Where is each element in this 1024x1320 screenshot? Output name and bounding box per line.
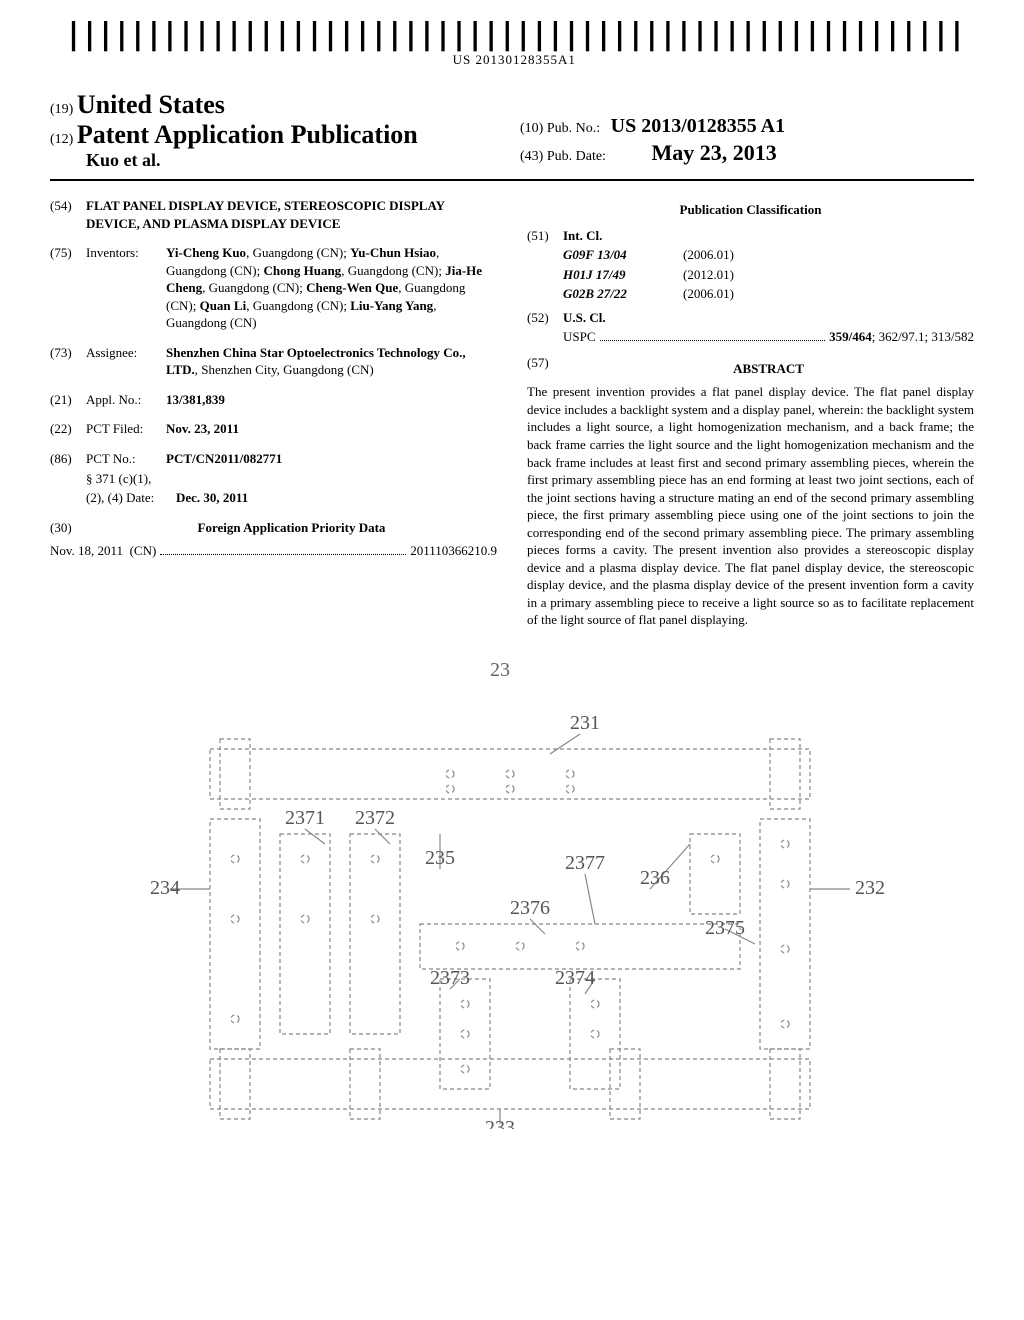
priority-date: Nov. 18, 2011 <box>50 542 123 560</box>
inventor-loc: Guangdong (CN) <box>209 280 300 295</box>
assignee-value: Shenzhen China Star Optoelectronics Tech… <box>166 344 497 379</box>
intcl-year: (2006.01) <box>683 246 734 264</box>
figure-svg: 231 232 233 234 235 236 2371 2372 2373 2… <box>150 689 910 1129</box>
dots-leader <box>160 544 406 555</box>
fig-label-2374: 2374 <box>555 967 595 989</box>
right-column: Publication Classification (51) Int. Cl.… <box>527 197 974 629</box>
applno-label: Appl. No.: <box>86 391 166 409</box>
pctfiled-num: (22) <box>50 420 86 438</box>
uscl-label: U.S. Cl. <box>563 309 974 327</box>
inventors-num: (75) <box>50 244 86 332</box>
pctfiled-label: PCT Filed: <box>86 420 166 438</box>
divider <box>50 179 974 181</box>
intcl-year: (2006.01) <box>683 285 734 303</box>
inventor-name: Yi-Cheng Kuo <box>166 245 246 260</box>
uscl-codes: 359/464; 362/97.1; 313/582 <box>829 328 974 346</box>
inventor-name: Yu-Chun Hsiao <box>350 245 436 260</box>
sect371-date: Dec. 30, 2011 <box>176 489 497 507</box>
figure-area: 23 <box>50 659 974 1139</box>
fig-label-2373: 2373 <box>430 967 470 989</box>
uscl-sublabel: USPC <box>563 328 596 346</box>
pubdate-label: Pub. Date: <box>547 149 606 164</box>
barcode-graphic: ||||||||||||||||||||||||||||||||||||||||… <box>65 20 964 50</box>
intcl-row: H01J 17/49 (2012.01) <box>563 266 974 284</box>
country-name: United States <box>77 90 225 119</box>
fig-label-235: 235 <box>425 847 455 869</box>
fig-label-2377: 2377 <box>565 852 605 874</box>
fig-label-234: 234 <box>150 877 180 899</box>
pubdate-num: (43) <box>520 149 543 164</box>
patent-title: FLAT PANEL DISPLAY DEVICE, STEREOSCOPIC … <box>86 197 497 232</box>
intcl-code: H01J 17/49 <box>563 266 683 284</box>
fig-label-236: 236 <box>640 867 670 889</box>
applno: 13/381,839 <box>166 391 497 409</box>
figure-main-label: 23 <box>490 659 510 682</box>
pctno-num: (86) <box>50 450 86 468</box>
intcl-year: (2012.01) <box>683 266 734 284</box>
intcl-code: G09F 13/04 <box>563 246 683 264</box>
inventor-name: Liu-Yang Yang <box>350 298 433 313</box>
inventor-name: Cheng-Wen Que <box>306 280 398 295</box>
abstract-text: The present invention provides a flat pa… <box>527 383 974 629</box>
header-right: (10) Pub. No.: US 2013/0128355 A1 (43) P… <box>520 115 785 168</box>
pub-type-num: (12) <box>50 132 73 147</box>
inventors-label: Inventors: <box>86 244 166 332</box>
fig-label-233: 233 <box>485 1117 515 1129</box>
priority-heading: Foreign Application Priority Data <box>86 519 497 537</box>
pubno-num: (10) <box>520 121 543 136</box>
classif-heading: Publication Classification <box>527 201 974 219</box>
sect371-date-label: (2), (4) Date: <box>86 489 176 507</box>
inventor-name: Chong Huang <box>264 263 342 278</box>
pubno-label: Pub. No.: <box>547 121 600 136</box>
assignee-loc: Shenzhen City, Guangdong (CN) <box>201 362 373 377</box>
left-column: (54) FLAT PANEL DISPLAY DEVICE, STEREOSC… <box>50 197 497 629</box>
inventor-loc: Guangdong (CN) <box>348 263 439 278</box>
barcode-text: US 20130128355A1 <box>65 52 964 68</box>
priority-country: (CN) <box>130 542 157 560</box>
title-num: (54) <box>50 197 86 232</box>
inventor-name: Quan Li <box>200 298 247 313</box>
pctno-label: PCT No.: <box>86 450 166 468</box>
inventor-loc: Guangdong (CN) <box>253 298 344 313</box>
fig-label-2371: 2371 <box>285 807 325 829</box>
inventors-list: Yi-Cheng Kuo, Guangdong (CN); Yu-Chun Hs… <box>166 244 497 332</box>
intcl-num: (51) <box>527 227 563 245</box>
priority-num: (30) <box>50 519 86 537</box>
intcl-code: G02B 27/22 <box>563 285 683 303</box>
assignee-label: Assignee: <box>86 344 166 379</box>
inventor-loc: Guangdong (CN) <box>253 245 344 260</box>
applno-num: (21) <box>50 391 86 409</box>
fig-label-2372: 2372 <box>355 807 395 829</box>
assignee-num: (73) <box>50 344 86 379</box>
priority-appno: 201110366210.9 <box>410 542 497 560</box>
intcl-label: Int. Cl. <box>563 227 974 245</box>
abstract-num: (57) <box>527 354 563 384</box>
pctno: PCT/CN2011/082771 <box>166 450 497 468</box>
sect371-label: § 371 (c)(1), <box>86 470 497 488</box>
dots-leader <box>600 330 826 341</box>
pubdate: May 23, 2013 <box>651 140 776 165</box>
fig-label-2376: 2376 <box>510 897 550 919</box>
pub-type: Patent Application Publication <box>77 120 418 149</box>
intcl-row: G02B 27/22 (2006.01) <box>563 285 974 303</box>
uscl-num: (52) <box>527 309 563 327</box>
header-left: (19) United States (12) Patent Applicati… <box>50 90 974 171</box>
inventor-loc: Guangdong (CN) <box>166 315 257 330</box>
pctfiled: Nov. 23, 2011 <box>166 420 497 438</box>
inventor-loc: Guangdong (CN) <box>166 263 257 278</box>
abstract-heading: ABSTRACT <box>563 360 974 378</box>
fig-label-231: 231 <box>570 712 600 734</box>
country-num: (19) <box>50 102 73 117</box>
pubno: US 2013/0128355 A1 <box>611 115 785 137</box>
fig-label-232: 232 <box>855 877 885 899</box>
fig-label-2375: 2375 <box>705 917 745 939</box>
barcode-block: ||||||||||||||||||||||||||||||||||||||||… <box>65 20 964 68</box>
intcl-row: G09F 13/04 (2006.01) <box>563 246 974 264</box>
